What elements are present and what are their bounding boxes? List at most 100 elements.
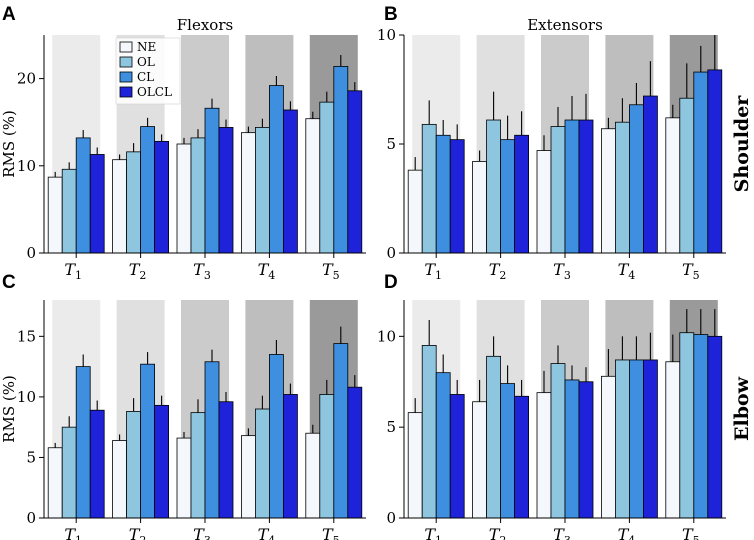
bar-ne-t2 bbox=[472, 401, 488, 519]
bar-ne-t5 bbox=[305, 118, 321, 254]
bar-cl-t3 bbox=[564, 119, 580, 254]
x-tick-subscript: 3 bbox=[204, 269, 211, 282]
bar-ol-t5 bbox=[679, 97, 695, 254]
bar-olcl-t1 bbox=[89, 409, 105, 519]
bar-ne-t2 bbox=[112, 159, 127, 254]
bar-olcl-t5 bbox=[707, 69, 723, 254]
bar-cl-t1 bbox=[75, 137, 91, 254]
legend-label-olcl: OLCL bbox=[137, 85, 172, 99]
bar-olcl-t5 bbox=[347, 90, 363, 254]
bar-ne-t3 bbox=[536, 150, 552, 254]
row-label-elbow: Elbow bbox=[731, 376, 753, 441]
panel-letter: C bbox=[2, 272, 16, 293]
bar-ne-t4 bbox=[601, 128, 616, 254]
bar-ol-t1 bbox=[61, 426, 77, 519]
bar-olcl-t2 bbox=[154, 404, 170, 519]
bar-cl-t3 bbox=[204, 361, 220, 519]
bar-olcl-t2 bbox=[154, 140, 170, 254]
bar-ol-t3 bbox=[190, 412, 206, 519]
x-tick-label-t2: T2 bbox=[489, 525, 507, 540]
x-tick-subscript: 1 bbox=[75, 269, 82, 282]
x-tick-subscript: 5 bbox=[333, 269, 340, 282]
y-tick-label: 0 bbox=[386, 509, 396, 527]
x-tick-subscript: 2 bbox=[499, 534, 506, 540]
bar-ne-t1 bbox=[407, 169, 423, 254]
y-tick-label: 15 bbox=[17, 327, 36, 345]
bar-ol-t5 bbox=[319, 394, 335, 519]
bar-olcl-t5 bbox=[347, 386, 363, 519]
x-tick-subscript: 2 bbox=[499, 269, 506, 282]
bar-cl-t2 bbox=[140, 363, 156, 519]
x-tick-label-t2: T2 bbox=[129, 260, 147, 282]
x-tick-subscript: 5 bbox=[693, 269, 700, 282]
x-tick-label-t4: T4 bbox=[618, 525, 636, 540]
x-tick-subscript: 5 bbox=[333, 534, 340, 540]
bar-ne-t1 bbox=[47, 176, 63, 254]
bar-ol-t2 bbox=[126, 151, 141, 254]
bar-ne-t5 bbox=[665, 361, 681, 519]
bar-ne-t4 bbox=[240, 132, 256, 254]
bar-olcl-t1 bbox=[449, 394, 465, 519]
bar-ne-t2 bbox=[112, 440, 127, 519]
y-tick-label: 0 bbox=[26, 509, 36, 527]
bar-olcl-t4 bbox=[643, 359, 658, 519]
x-tick-subscript: 2 bbox=[139, 269, 146, 282]
x-tick-label-t3: T3 bbox=[553, 525, 571, 540]
x-tick-subscript: 4 bbox=[628, 269, 635, 282]
x-tick-subscript: 3 bbox=[204, 534, 211, 540]
bar-cl-t3 bbox=[564, 379, 580, 519]
y-tick-label: 10 bbox=[377, 26, 396, 44]
bar-ne-t5 bbox=[665, 117, 681, 254]
x-tick-subscript: 3 bbox=[564, 534, 571, 540]
x-tick-label-t1: T1 bbox=[64, 525, 82, 540]
x-tick-label-t3: T3 bbox=[193, 260, 211, 282]
bar-cl-t2 bbox=[500, 383, 516, 519]
y-tick-label: 5 bbox=[26, 448, 36, 466]
bar-ol-t5 bbox=[679, 332, 695, 519]
x-tick-label-t4: T4 bbox=[258, 525, 276, 540]
x-tick-subscript: 2 bbox=[139, 534, 146, 540]
panel-letter: D bbox=[384, 272, 398, 293]
y-tick-label: 10 bbox=[377, 327, 396, 345]
panel-title: Flexors bbox=[177, 16, 233, 34]
bar-ol-t3 bbox=[190, 137, 206, 254]
bar-ol-t1 bbox=[61, 168, 77, 254]
bar-cl-t3 bbox=[204, 107, 220, 254]
row-label-shoulder: Shoulder bbox=[731, 95, 753, 193]
legend-label-cl: CL bbox=[137, 70, 154, 84]
bar-cl-t1 bbox=[435, 134, 451, 254]
legend-swatch-ne bbox=[119, 41, 133, 53]
x-tick-label-t3: T3 bbox=[553, 260, 571, 282]
bar-ol-t4 bbox=[254, 408, 270, 519]
y-tick-label: 10 bbox=[17, 388, 36, 406]
bar-ne-t1 bbox=[407, 412, 423, 519]
y-axis-title: RMS (%) bbox=[0, 110, 18, 178]
y-tick-label: 0 bbox=[26, 244, 36, 262]
bar-cl-t2 bbox=[140, 126, 156, 254]
bar-olcl-t5 bbox=[707, 335, 723, 519]
legend-label-ol: OL bbox=[137, 55, 155, 69]
x-tick-label-t1: T1 bbox=[424, 525, 442, 540]
bar-ol-t4 bbox=[254, 127, 270, 254]
bar-cl-t4 bbox=[629, 359, 644, 519]
legend-swatch-ol bbox=[119, 56, 133, 68]
bar-ne-t5 bbox=[305, 432, 321, 519]
bar-olcl-t4 bbox=[282, 394, 298, 519]
bar-ol-t3 bbox=[550, 363, 566, 519]
bar-cl-t1 bbox=[75, 366, 91, 519]
panel-b: 0 5 10 T1 T2 T3 T4 T5 Extensors B Shoulder bbox=[377, 4, 753, 282]
legend-swatch-olcl bbox=[119, 86, 133, 98]
legend-swatch-cl bbox=[119, 71, 133, 83]
bar-cl-t4 bbox=[268, 85, 284, 254]
x-tick-label-t5: T5 bbox=[682, 525, 700, 540]
panel-title: Extensors bbox=[527, 16, 603, 34]
bar-cl-t4 bbox=[268, 354, 284, 519]
y-tick-label: 20 bbox=[17, 70, 36, 88]
y-tick-label: 0 bbox=[386, 244, 396, 262]
x-tick-label-t4: T4 bbox=[258, 260, 276, 282]
bar-ol-t4 bbox=[615, 121, 630, 254]
bar-ol-t2 bbox=[486, 119, 502, 254]
panel-letter: B bbox=[384, 4, 398, 25]
